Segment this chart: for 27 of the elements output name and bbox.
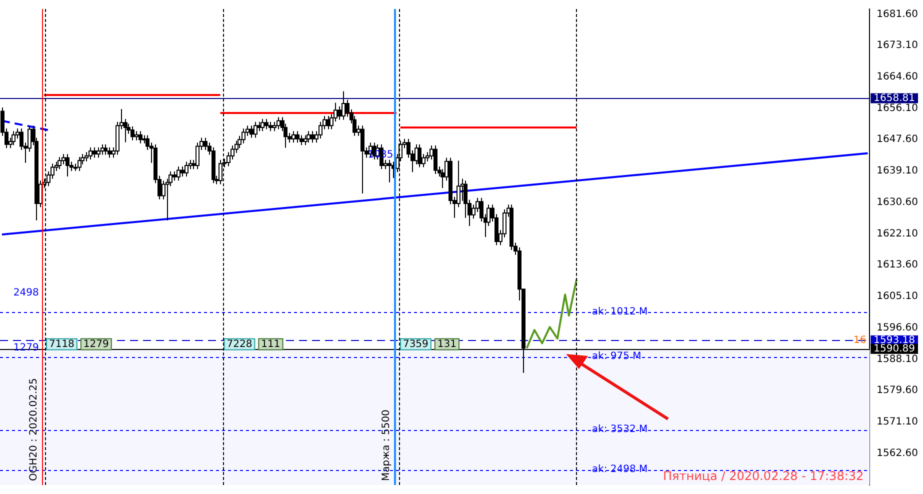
annotation: 7228 [226,338,252,350]
y-tick-label: 1673.10 [876,40,918,52]
y-tick-label: 1613.60 [876,260,918,271]
annotation: Маржа : 5500 [381,410,392,481]
annotation: Пятница / 2020.02.28 - 17:38:32 [663,469,864,484]
annotation: 131 [437,338,457,350]
y-tick-label: 1647.60 [876,134,918,146]
y-tick-label: 1588.10 [876,354,918,365]
y-tick-label: 1571.10 [876,416,918,428]
annotation: 7359 [402,338,428,350]
y-tick-label: 1630.60 [876,196,918,208]
y-tick-label: 1579.60 [876,385,918,396]
annotation: 1279 [83,338,109,350]
y-tick-label: 1656.10 [876,102,918,114]
y-tick-label: 1562.60 [876,448,918,459]
y-tick-label: 1681.60 [876,8,918,20]
y-tick-label: 1664.60 [876,71,918,82]
ref-line-label: 1590.89 [874,343,916,354]
y-tick-label: 1622.10 [876,228,918,240]
y-tick-label: 1596.60 [876,322,918,334]
annotation: 2498 [13,288,39,299]
y-tick-label: 1605.10 [876,291,918,302]
annotation: 111 [261,338,280,350]
annotation: 7118 [48,338,74,350]
ref-line-label: 1658.81 [874,92,916,104]
y-tick-label: 1639.10 [876,166,918,177]
annotation: OGH20 : 2020.02.25 [28,378,40,481]
